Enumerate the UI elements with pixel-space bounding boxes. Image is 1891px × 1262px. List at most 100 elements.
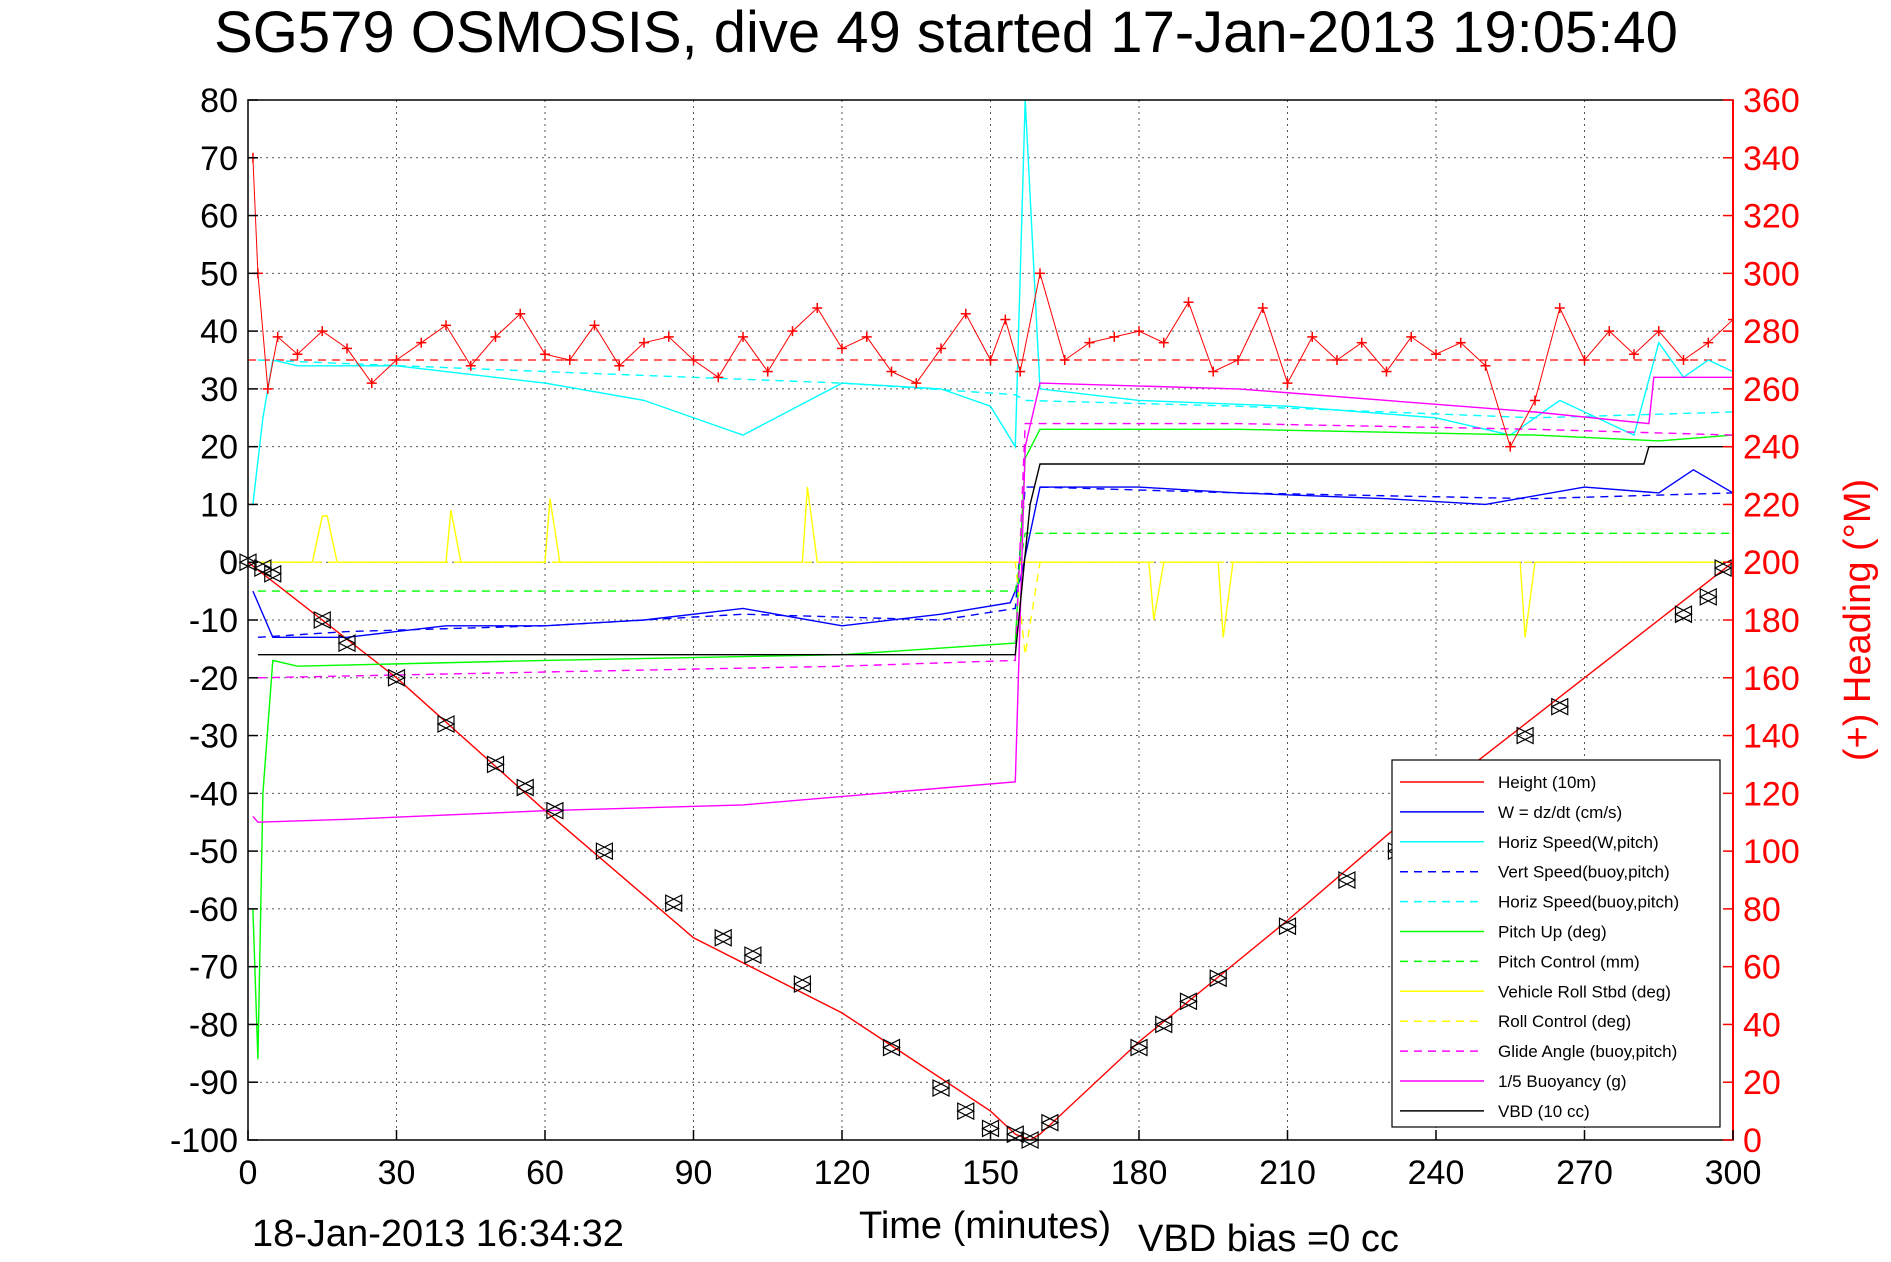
- chart-legend: Height (10m) W = dz/dt (cm/s) Horiz Speed(…: [1391, 759, 1721, 1128]
- heading-point: [1000, 314, 1011, 325]
- y-right-tick-label: 40: [1743, 1006, 1781, 1044]
- legend-item: Height (10m): [1400, 773, 1596, 792]
- legend-item: Pitch Up (deg): [1400, 923, 1607, 942]
- heading-point: [1307, 331, 1318, 342]
- depth-marker: [1550, 697, 1570, 716]
- legend-label: Height (10m): [1498, 773, 1596, 792]
- y-right-tick-label: 220: [1743, 486, 1800, 524]
- series-layer: [248, 100, 1733, 1140]
- x-tick-label: 60: [526, 1154, 564, 1192]
- series-1-5-buoyancy-g: [252, 376, 1733, 823]
- depth-marker: [545, 801, 565, 820]
- depth-marker: [337, 634, 357, 653]
- footer-vbd-bias: VBD bias =0 cc: [1138, 1218, 1399, 1260]
- heading-point: [936, 343, 946, 354]
- y-right-tick-label: 240: [1743, 429, 1800, 467]
- legend-label: Pitch Up (deg): [1498, 923, 1607, 942]
- y-right-tick-label: 100: [1743, 833, 1800, 871]
- y-tick-label: -50: [189, 833, 238, 871]
- heading-point: [1431, 349, 1441, 360]
- legend-item: Vert Speed(buoy,pitch): [1400, 863, 1670, 882]
- heading-point: [1059, 355, 1070, 365]
- legend-item: Pitch Control (mm): [1400, 952, 1640, 971]
- y-right-tick-label: 260: [1743, 371, 1800, 409]
- heading-point: [1035, 268, 1045, 279]
- depth-marker: [1278, 917, 1297, 936]
- y-tick-label: 60: [200, 198, 238, 236]
- legend-label: Vert Speed(buoy,pitch): [1498, 863, 1670, 882]
- heading-point: [787, 326, 798, 337]
- x-tick-label: 30: [378, 1154, 416, 1192]
- x-tick-label: 270: [1556, 1154, 1613, 1192]
- legend-label: W = dz/dt (cm/s): [1498, 803, 1622, 822]
- x-tick-label: 150: [962, 1154, 1019, 1192]
- legend-label: Pitch Control (mm): [1498, 952, 1640, 971]
- y-right-tick-label: 280: [1743, 313, 1800, 351]
- heading-point: [1653, 326, 1664, 337]
- heading-point: [1183, 297, 1194, 308]
- y-tick-label: 10: [200, 486, 238, 524]
- y-right-tick-label: 0: [1743, 1122, 1762, 1160]
- depth-marker: [1698, 587, 1718, 606]
- x-tick-label: 300: [1705, 1154, 1762, 1192]
- depth-marker: [1154, 1015, 1174, 1034]
- x-tick-label: 240: [1408, 1154, 1465, 1192]
- depth-marker: [713, 928, 733, 947]
- y-tick-label: 50: [200, 255, 238, 293]
- heading-point: [342, 343, 352, 354]
- depth-marker: [515, 778, 535, 797]
- legend-label: VBD (10 cc): [1498, 1102, 1590, 1121]
- y-tick-label: 70: [200, 140, 238, 178]
- heading-point: [490, 331, 501, 342]
- y-tick-label: -40: [189, 775, 238, 813]
- chart-title: SG579 OSMOSIS, dive 49 started 17-Jan-20…: [214, 0, 1678, 65]
- depth-marker: [1208, 969, 1228, 988]
- y-axis-left-ticks: 80 70 60 50 40 30 20 10 0 -10 -20 -30 -40 -50 -60 -70 -8…: [170, 82, 258, 1160]
- footer-date: 18-Jan-2013 16:34:32: [252, 1213, 624, 1255]
- heading-point: [272, 331, 283, 342]
- y-right-tick-label: 20: [1743, 1064, 1781, 1102]
- heading-point: [515, 308, 526, 319]
- legend-item: VBD (10 cc): [1400, 1102, 1590, 1121]
- heading-point: [366, 378, 377, 389]
- y-right-tick-label: 200: [1743, 544, 1800, 582]
- series-glide-angle-buoy-pitch: [257, 422, 1733, 679]
- y-right-tick-label: 180: [1743, 602, 1800, 640]
- heading-point: [1604, 326, 1615, 337]
- heading-point: [1530, 395, 1540, 406]
- series-vbd-10-cc: [257, 446, 1733, 656]
- y-tick-label: -10: [189, 602, 238, 640]
- heading-point: [1455, 337, 1466, 348]
- heading-point: [1208, 366, 1219, 377]
- y-tick-label: -70: [189, 949, 238, 987]
- y-tick-label: -80: [189, 1006, 238, 1044]
- x-tick-label: 120: [814, 1154, 871, 1192]
- heading-point: [1015, 366, 1026, 377]
- heading-point: [1134, 326, 1144, 337]
- heading-point: [911, 378, 922, 389]
- heading-point: [614, 360, 625, 371]
- heading-point: [837, 343, 847, 354]
- depth-triangle-markers: [238, 553, 1733, 1149]
- heading-point: [1356, 337, 1367, 348]
- legend-label: Horiz Speed(buoy,pitch): [1498, 893, 1679, 912]
- y-tick-label: 40: [200, 313, 238, 351]
- y-right-tick-label: 80: [1743, 891, 1781, 929]
- heading-markers: [248, 152, 1733, 452]
- y-tick-label: 30: [200, 371, 238, 409]
- y-tick-label: -60: [189, 891, 238, 929]
- heading-point: [1554, 303, 1565, 313]
- y-right-tick-label: 300: [1743, 255, 1800, 293]
- heading-point: [1629, 349, 1639, 360]
- depth-marker: [956, 1102, 976, 1121]
- heading-point: [1505, 441, 1516, 452]
- depth-marker: [1337, 871, 1357, 889]
- x-tick-label: 210: [1259, 1154, 1316, 1192]
- heading-point: [738, 331, 748, 342]
- y-right-tick-label: 120: [1743, 775, 1800, 813]
- series-horiz-speed-buoy-pitch: [257, 359, 1733, 419]
- depth-marker: [387, 668, 406, 687]
- heading-point: [1233, 355, 1243, 365]
- series-vehicle-roll-stbd-deg: [252, 487, 1733, 638]
- heading-point: [985, 355, 996, 365]
